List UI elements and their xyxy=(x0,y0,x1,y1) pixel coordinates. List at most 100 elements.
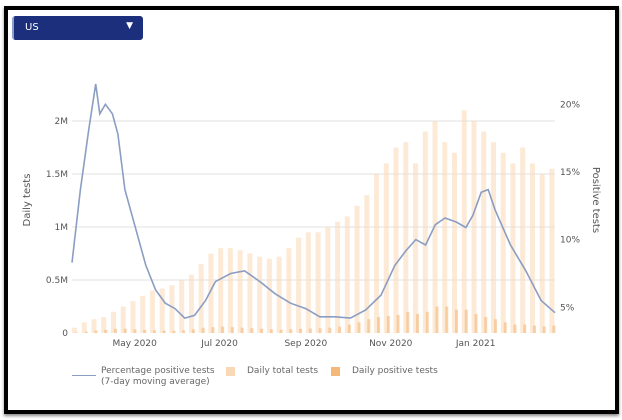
y-left-tick-label: 1.5M xyxy=(46,170,68,180)
positive-tests-bar xyxy=(503,322,507,333)
legend-swatch-total xyxy=(226,367,235,376)
total-tests-bar xyxy=(237,250,243,333)
positive-tests-bar xyxy=(308,328,312,333)
positive-tests-bar xyxy=(377,317,381,333)
positive-tests-bar xyxy=(230,327,234,333)
legend-label-line2: (7-day moving average) xyxy=(101,377,210,387)
y-left-tick-label: 2M xyxy=(55,117,69,127)
positive-tests-bar xyxy=(435,306,439,333)
total-tests-bar xyxy=(198,264,204,333)
total-tests-bar xyxy=(188,274,194,333)
total-tests-bar xyxy=(325,227,331,333)
total-tests-bar xyxy=(169,285,175,333)
positive-tests-bar xyxy=(260,328,264,333)
total-tests-bar xyxy=(364,195,370,333)
positive-tests-bar xyxy=(104,329,108,333)
x-tick-label: May 2020 xyxy=(112,339,157,349)
positive-tests-bar xyxy=(338,326,342,333)
positive-tests-bar xyxy=(445,306,449,333)
country-dropdown[interactable]: US ▼ xyxy=(12,16,143,40)
total-tests-bar xyxy=(276,256,282,333)
positive-tests-bar xyxy=(84,331,88,333)
total-tests-bar xyxy=(413,163,419,333)
total-tests-bar xyxy=(296,237,302,333)
positive-tests-bar xyxy=(328,327,332,333)
total-tests-bar xyxy=(120,306,126,333)
total-tests-bar xyxy=(218,248,224,333)
chart-frame xyxy=(4,6,619,414)
x-tick-label: Nov 2020 xyxy=(369,339,413,349)
chevron-down-icon: ▼ xyxy=(126,21,133,31)
positive-tests-bar xyxy=(94,330,98,333)
total-tests-bar xyxy=(286,248,292,333)
total-tests-bar xyxy=(354,205,360,333)
total-tests-bar xyxy=(529,163,535,333)
total-tests-bar xyxy=(461,110,467,334)
positive-tests-bar xyxy=(357,322,361,333)
positive-tests-bar xyxy=(425,311,429,333)
positive-tests-bar xyxy=(396,314,400,333)
total-tests-bar xyxy=(257,256,263,333)
total-tests-bar xyxy=(520,147,526,333)
positive-tests-bar xyxy=(172,330,176,333)
legend-label-total: Daily total tests xyxy=(247,366,319,376)
total-tests-bar xyxy=(403,142,409,333)
legend-line-swatch xyxy=(72,375,96,376)
total-tests-bar xyxy=(179,280,185,333)
total-tests-bar xyxy=(481,131,487,333)
total-tests-bar xyxy=(315,232,321,333)
positive-tests-bar xyxy=(250,328,254,333)
percentage-positive-line xyxy=(71,83,556,319)
positive-tests-bar xyxy=(454,309,458,333)
positive-tests-bar xyxy=(532,325,536,333)
total-tests-bar xyxy=(451,152,457,333)
legend-label-line1: Percentage positive tests xyxy=(101,366,215,376)
total-tests-bar xyxy=(208,253,214,333)
total-tests-bar xyxy=(110,311,116,333)
total-tests-bar xyxy=(500,152,506,333)
total-tests-bar xyxy=(149,290,155,333)
positive-tests-bar xyxy=(191,329,195,333)
positive-tests-bar xyxy=(464,309,468,333)
total-tests-bar xyxy=(383,163,389,333)
total-tests-bar xyxy=(490,142,496,333)
positive-tests-bar xyxy=(552,325,556,333)
positive-tests-bar xyxy=(493,319,497,333)
total-tests-bar xyxy=(81,322,87,333)
total-tests-bar xyxy=(549,168,555,333)
total-tests-bar xyxy=(471,121,477,333)
total-tests-bar xyxy=(130,301,136,333)
total-tests-bar xyxy=(159,288,165,333)
y-left-tick-label: 1M xyxy=(55,223,69,233)
total-tests-bar xyxy=(422,131,428,333)
y-right-tick-label: 5% xyxy=(560,303,575,313)
positive-tests-bar xyxy=(386,316,390,333)
positive-tests-bar xyxy=(416,313,420,333)
positive-tests-bar xyxy=(162,330,166,333)
positive-tests-bar xyxy=(133,329,137,333)
positive-tests-bar xyxy=(513,324,517,333)
x-tick-label: Jan 2021 xyxy=(455,339,496,349)
positive-tests-bar xyxy=(299,328,303,333)
total-tests-bar xyxy=(247,253,253,333)
y-left-tick-label: 0.5M xyxy=(46,276,68,286)
positive-tests-bar xyxy=(113,328,117,333)
positive-tests-bar xyxy=(484,317,488,333)
x-tick-label: Jul 2020 xyxy=(200,339,238,349)
total-tests-bar xyxy=(266,258,272,333)
positive-tests-bar xyxy=(279,329,283,333)
positive-tests-bar xyxy=(523,324,527,333)
total-tests-bar xyxy=(393,147,399,333)
positive-tests-bar xyxy=(269,329,273,333)
y-right-tick-label: 20% xyxy=(560,100,580,110)
positive-tests-bar xyxy=(289,329,293,333)
positive-tests-bar xyxy=(123,328,127,333)
total-tests-bar xyxy=(72,327,77,333)
y-right-tick-label: 10% xyxy=(560,236,580,246)
positive-tests-bar xyxy=(182,330,186,333)
total-tests-bar xyxy=(305,232,311,333)
total-tests-bar xyxy=(442,142,448,333)
positive-tests-bar xyxy=(318,328,322,333)
positive-tests-bar xyxy=(347,324,351,333)
